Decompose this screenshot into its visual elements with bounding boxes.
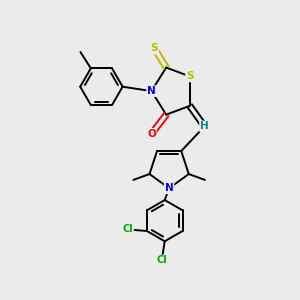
Text: O: O [147, 129, 156, 139]
Text: N: N [147, 86, 156, 96]
Text: S: S [186, 71, 194, 81]
Text: N: N [165, 183, 173, 193]
Text: Cl: Cl [156, 255, 167, 266]
Text: H: H [200, 122, 209, 131]
Text: S: S [151, 44, 158, 53]
Text: Cl: Cl [122, 224, 133, 235]
